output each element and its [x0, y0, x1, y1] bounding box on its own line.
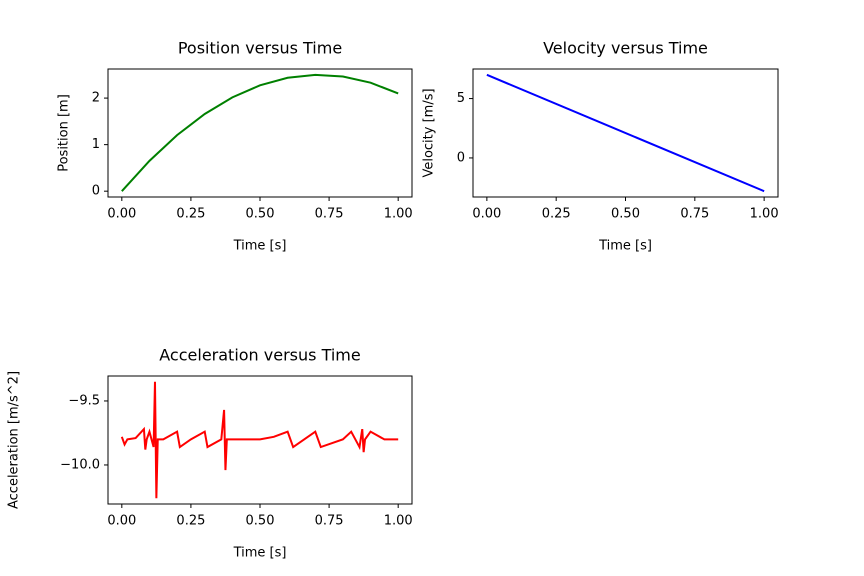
chart-title: Velocity versus Time	[543, 39, 708, 58]
x-tick-label: 0.75	[680, 207, 709, 222]
x-tick-label: 0.50	[611, 207, 640, 222]
y-tick-label: 2	[92, 91, 100, 106]
y-tick-label: 0	[92, 184, 100, 199]
x-tick-label: 0.25	[542, 207, 571, 222]
y-tick-label: 0	[457, 150, 465, 165]
y-tick-label: 5	[457, 91, 465, 106]
x-tick-label: 0.00	[107, 207, 136, 222]
x-axis-label: Time [s]	[233, 546, 287, 561]
x-tick-label: 0.50	[246, 514, 275, 529]
y-axis-label: Velocity [m/s]	[422, 88, 437, 177]
y-tick-label: −10.0	[60, 457, 100, 472]
x-axis-label: Time [s]	[233, 239, 287, 254]
x-tick-label: 1.00	[750, 207, 779, 222]
x-tick-label: 0.00	[107, 514, 136, 529]
x-tick-label: 0.25	[176, 514, 205, 529]
chart-title: Acceleration versus Time	[159, 346, 360, 365]
y-tick-label: 1	[92, 137, 100, 152]
y-axis-label: Position [m]	[57, 94, 72, 172]
axes-frame	[107, 68, 413, 198]
x-axis-label: Time [s]	[598, 239, 652, 254]
chart-title: Position versus Time	[178, 39, 342, 58]
data-line	[486, 73, 765, 193]
x-tick-label: 0.00	[472, 207, 501, 222]
x-tick-label: 0.25	[176, 207, 205, 222]
x-tick-label: 1.00	[384, 514, 413, 529]
y-tick-label: −9.5	[68, 393, 100, 408]
data-line	[121, 73, 399, 192]
x-tick-label: 0.75	[315, 514, 344, 529]
x-tick-label: 0.50	[246, 207, 275, 222]
data-line	[120, 381, 399, 499]
y-axis-label: Acceleration [m/s^2]	[7, 371, 22, 509]
x-tick-label: 1.00	[384, 207, 413, 222]
x-tick-label: 0.75	[315, 207, 344, 222]
